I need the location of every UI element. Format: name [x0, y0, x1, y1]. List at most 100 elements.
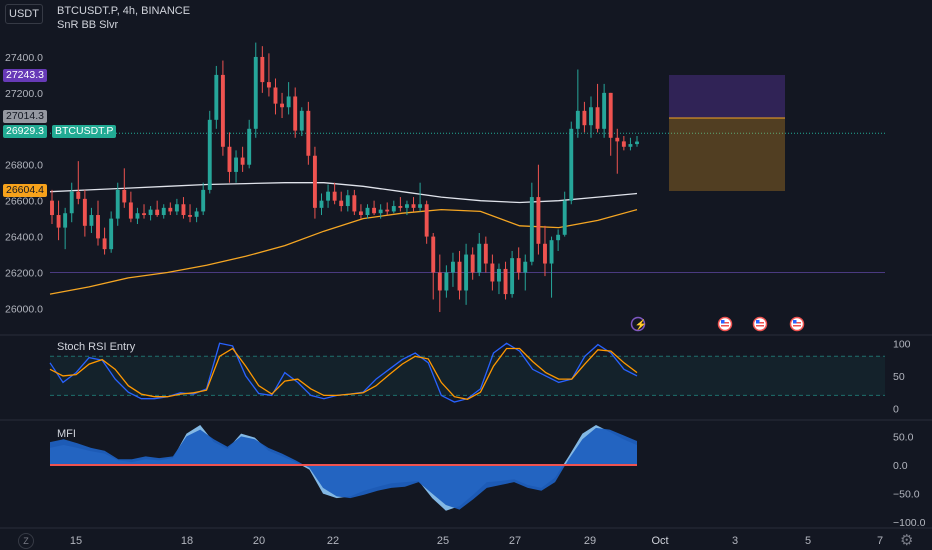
- candle: [529, 197, 534, 262]
- candle: [556, 234, 561, 241]
- price-tag-symbol: BTCUSDT.P: [52, 125, 117, 138]
- stoch-axis-label: 100: [893, 338, 911, 350]
- candle: [168, 207, 173, 212]
- candle: [431, 236, 436, 273]
- us-flag-event-icon: [756, 320, 760, 324]
- ma-orange-line: [49, 208, 638, 295]
- stoch-rsi-panel: [49, 342, 885, 403]
- candle: [470, 254, 475, 273]
- candle: [227, 146, 232, 172]
- axes: 27400.027200.027000.026800.026600.026400…: [5, 52, 926, 547]
- candle: [56, 215, 61, 228]
- candle: [299, 110, 304, 131]
- candle: [543, 243, 547, 264]
- symbol-title[interactable]: BTCUSDT.P, 4h, BINANCE: [57, 5, 191, 17]
- mfi-axis-label: −100.0: [893, 517, 926, 529]
- candle: [201, 189, 206, 212]
- candle: [50, 200, 54, 216]
- candle: [174, 204, 179, 212]
- time-axis-label: 22: [327, 535, 339, 547]
- candle: [418, 204, 423, 208]
- candle: [214, 74, 219, 120]
- us-flag-event-icon: [721, 325, 729, 327]
- us-flag-event-icon: [789, 316, 805, 332]
- zoom-button[interactable]: Z: [18, 533, 34, 549]
- candle: [109, 218, 114, 250]
- candle: [207, 119, 212, 190]
- candle: [628, 144, 633, 147]
- mfi-main-area: [50, 427, 637, 510]
- mfi-axis-label: 0.0: [893, 460, 908, 472]
- us-flag-event-icon: [793, 322, 801, 324]
- candle: [510, 258, 515, 295]
- stoch-title[interactable]: Stoch RSI Entry: [57, 341, 136, 353]
- candle: [266, 82, 271, 88]
- candle: [569, 128, 574, 201]
- candle: [595, 107, 600, 129]
- candle: [135, 213, 140, 219]
- price-axis-label: 27400.0: [5, 52, 43, 64]
- candle: [615, 137, 620, 142]
- price-tag-last: 26929.3: [3, 125, 47, 138]
- time-axis-label: 27: [509, 535, 521, 547]
- price-axis-label: 27200.0: [5, 88, 43, 100]
- candle: [253, 56, 258, 129]
- flash-event-icon: ⚡: [635, 318, 647, 331]
- stoch-band: [50, 356, 885, 396]
- candle: [345, 195, 350, 207]
- time-axis-label: 29: [584, 535, 596, 547]
- candle: [549, 240, 554, 264]
- candle: [358, 211, 363, 216]
- candle: [155, 209, 160, 216]
- currency-button[interactable]: USDT: [5, 4, 43, 24]
- time-axis-label: 3: [732, 535, 738, 547]
- price-tag-purple: 27243.3: [3, 69, 47, 82]
- candle: [490, 263, 495, 282]
- us-flag-event-icon: [756, 322, 764, 324]
- candle: [523, 261, 528, 273]
- candle: [312, 155, 317, 208]
- candle: [477, 243, 482, 273]
- candle: [516, 258, 521, 273]
- price-axis-label: 26600.0: [5, 196, 43, 208]
- us-flag-event-icon: [756, 325, 764, 327]
- candle: [451, 261, 455, 273]
- price-panel: ⚡: [49, 42, 885, 332]
- candle: [260, 56, 265, 83]
- candle: [63, 213, 68, 228]
- stoch-d-line: [49, 347, 638, 400]
- time-axis-label: 7: [877, 535, 883, 547]
- gear-icon[interactable]: ⚙: [900, 532, 914, 549]
- candle: [122, 189, 127, 203]
- time-axis-label: Oct: [651, 535, 668, 547]
- candle: [464, 254, 469, 291]
- flash-event-icon: [630, 316, 646, 332]
- mfi-title[interactable]: MFI: [57, 428, 76, 440]
- candle: [115, 189, 120, 219]
- candle: [306, 110, 311, 156]
- candle: [582, 110, 587, 126]
- price-axis-label: 26800.0: [5, 160, 43, 172]
- candle: [280, 103, 285, 108]
- indicator-title[interactable]: SnR BB Slvr: [57, 19, 119, 31]
- stoch-axis-label: 0: [893, 403, 899, 415]
- candle: [365, 207, 370, 216]
- candle: [102, 238, 107, 250]
- us-flag-event-icon: [721, 320, 725, 324]
- candle: [536, 197, 541, 244]
- candle: [188, 215, 192, 217]
- candle: [128, 202, 133, 219]
- candle: [273, 87, 278, 104]
- candle: [293, 96, 298, 131]
- candle: [589, 107, 593, 126]
- price-tag-orange: 26604.4: [3, 184, 47, 197]
- candle: [437, 272, 442, 291]
- stoch-axis-label: 50: [893, 371, 905, 383]
- candle: [621, 141, 626, 147]
- price-axis-label: 26400.0: [5, 232, 43, 244]
- candle: [398, 206, 403, 208]
- time-axis-label: 5: [805, 535, 811, 547]
- candle: [411, 204, 416, 208]
- candle: [503, 268, 508, 295]
